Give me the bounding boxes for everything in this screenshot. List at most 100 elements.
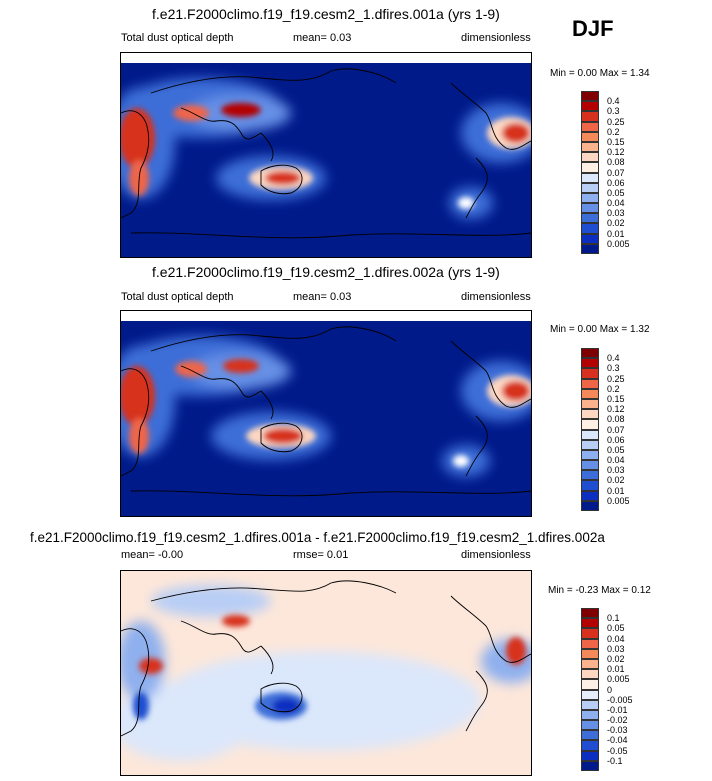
colorbar-cell xyxy=(581,91,599,102)
colorbar-label: 0.04 xyxy=(607,455,625,466)
colorbar-label: 0.02 xyxy=(607,475,625,486)
colorbar-label: 0.15 xyxy=(607,393,625,404)
colorbar-label: -0.02 xyxy=(607,715,628,726)
colorbar-label: 0.03 xyxy=(607,208,625,219)
colorbar-label: 0.08 xyxy=(607,157,625,168)
panel-2-field-label: Total dust optical depth xyxy=(121,291,234,303)
colorbar-label: 0.3 xyxy=(607,363,620,374)
colorbar-cell xyxy=(581,233,599,244)
panel-2-title: f.e21.F2000climo.f19_f19.cesm2_1.dfires.… xyxy=(152,264,500,280)
colorbar-label: 0.05 xyxy=(607,444,625,455)
coastlines xyxy=(121,68,531,239)
colorbar-label: 0.06 xyxy=(607,177,625,188)
colorbar-cell xyxy=(581,358,599,369)
colorbar-label: 0.06 xyxy=(607,434,625,445)
colorbar-label: 0.005 xyxy=(607,674,630,685)
colorbar-cell xyxy=(581,388,599,399)
colorbar-cell xyxy=(581,182,599,193)
panel-2-map-svg xyxy=(121,311,531,516)
colorbar-cell xyxy=(581,162,599,173)
panel-2-colorbar: 0.4 0.3 0.25 0.2 0.15 0.12 0.08 0.07 0.06 0.05 0.0… xyxy=(581,348,641,511)
colorbar-label: 0.01 xyxy=(607,228,625,239)
colorbar-cell xyxy=(581,730,599,741)
colorbar-cell xyxy=(581,699,599,710)
colorbar-cell xyxy=(581,470,599,481)
colorbar-cell xyxy=(581,648,599,659)
panel-3-map-svg xyxy=(121,571,531,775)
colorbar-cell xyxy=(581,750,599,761)
panel-3-colorbar: 0.1 0.05 0.04 0.03 0.02 0.01 0.005 0 -0.005 -0.01… xyxy=(581,608,641,771)
colorbar-label: 0.12 xyxy=(607,404,625,415)
colorbar-cell xyxy=(581,608,599,619)
colorbar-cell xyxy=(581,398,599,410)
colorbar-cell xyxy=(581,449,599,461)
colorbar-label: 0.2 xyxy=(607,383,620,394)
coastlines xyxy=(121,326,531,497)
colorbar-label: 0.02 xyxy=(607,218,625,229)
colorbar-label: 0.25 xyxy=(607,116,625,127)
colorbar-cell xyxy=(581,689,599,700)
colorbar-cell xyxy=(581,460,599,471)
panel-1-field-label: Total dust optical depth xyxy=(121,32,234,44)
panel-1-map-svg xyxy=(121,53,531,257)
panel-3-units: dimensionless xyxy=(461,549,531,561)
colorbar-cell xyxy=(581,243,599,254)
colorbar-label: 0.01 xyxy=(607,485,625,496)
colorbar-label: 0.03 xyxy=(607,643,625,654)
colorbar-cell xyxy=(581,709,599,721)
panel-1-colorbar: 0.4 0.3 0.25 0.2 0.15 0.12 0.08 0.07 0.06 0.05 0.0… xyxy=(581,91,641,254)
colorbar-cell xyxy=(581,223,599,234)
colorbar-label: 0.4 xyxy=(607,353,620,364)
colorbar-label: 0.08 xyxy=(607,414,625,425)
colorbar-cell xyxy=(581,658,599,670)
colorbar-cell xyxy=(581,213,599,224)
colorbar-cell xyxy=(581,192,599,204)
colorbar-label: 0.01 xyxy=(607,664,625,675)
colorbar-cell xyxy=(581,618,599,629)
colorbar-cell xyxy=(581,740,599,751)
colorbar-label: 0.07 xyxy=(607,424,625,435)
colorbar-cell xyxy=(581,439,599,450)
colorbar-label: 0.4 xyxy=(607,96,620,107)
panel-1-minmax: Min = 0.00 Max = 1.34 xyxy=(550,68,650,79)
colorbar-cell xyxy=(581,409,599,420)
colorbar-cell xyxy=(581,172,599,183)
colorbar-cell xyxy=(581,203,599,214)
colorbar-cell xyxy=(581,111,599,122)
season-label: DJF xyxy=(572,16,614,41)
colorbar-label: 0.005 xyxy=(607,238,630,249)
colorbar-cell xyxy=(581,628,599,639)
colorbar-cell xyxy=(581,679,599,690)
colorbar-label: 0.07 xyxy=(607,167,625,178)
colorbar-cell xyxy=(581,490,599,501)
colorbar-label: 0.12 xyxy=(607,147,625,158)
colorbar-label: 0 xyxy=(607,684,613,695)
colorbar-label: -0.05 xyxy=(607,745,628,756)
colorbar-cell xyxy=(581,101,599,112)
difference-field xyxy=(121,585,531,761)
colorbar-label: 0.3 xyxy=(607,106,620,117)
panel-1-units: dimensionless xyxy=(461,32,531,44)
colorbar-label: 0.1 xyxy=(607,613,620,624)
colorbar-label: 0.02 xyxy=(607,653,625,664)
colorbar-label: 0.04 xyxy=(607,633,625,644)
colorbar-cell xyxy=(581,152,599,163)
colorbar-cell xyxy=(581,131,599,142)
colorbar-label: -0.005 xyxy=(607,694,633,705)
panel-2-minmax: Min = 0.00 Max = 1.32 xyxy=(550,324,650,335)
colorbar-cell xyxy=(581,378,599,389)
panel-1-map xyxy=(120,52,532,258)
colorbar-label: 0.15 xyxy=(607,136,625,147)
panel-1-mean: mean= 0.03 xyxy=(293,32,352,44)
colorbar-label: 0.03 xyxy=(607,465,625,476)
colorbar-label: -0.1 xyxy=(607,755,623,766)
panel-2-mean: mean= 0.03 xyxy=(293,291,352,303)
colorbar-cell xyxy=(581,368,599,379)
colorbar-cell xyxy=(581,669,599,680)
panel-3-minmax: Min = -0.23 Max = 0.12 xyxy=(548,585,651,596)
colorbar-label: -0.03 xyxy=(607,725,628,736)
colorbar-cell xyxy=(581,121,599,132)
colorbar-cell xyxy=(581,638,599,649)
colorbar-label: 0.05 xyxy=(607,187,625,198)
colorbar-label: 0.05 xyxy=(607,623,625,634)
